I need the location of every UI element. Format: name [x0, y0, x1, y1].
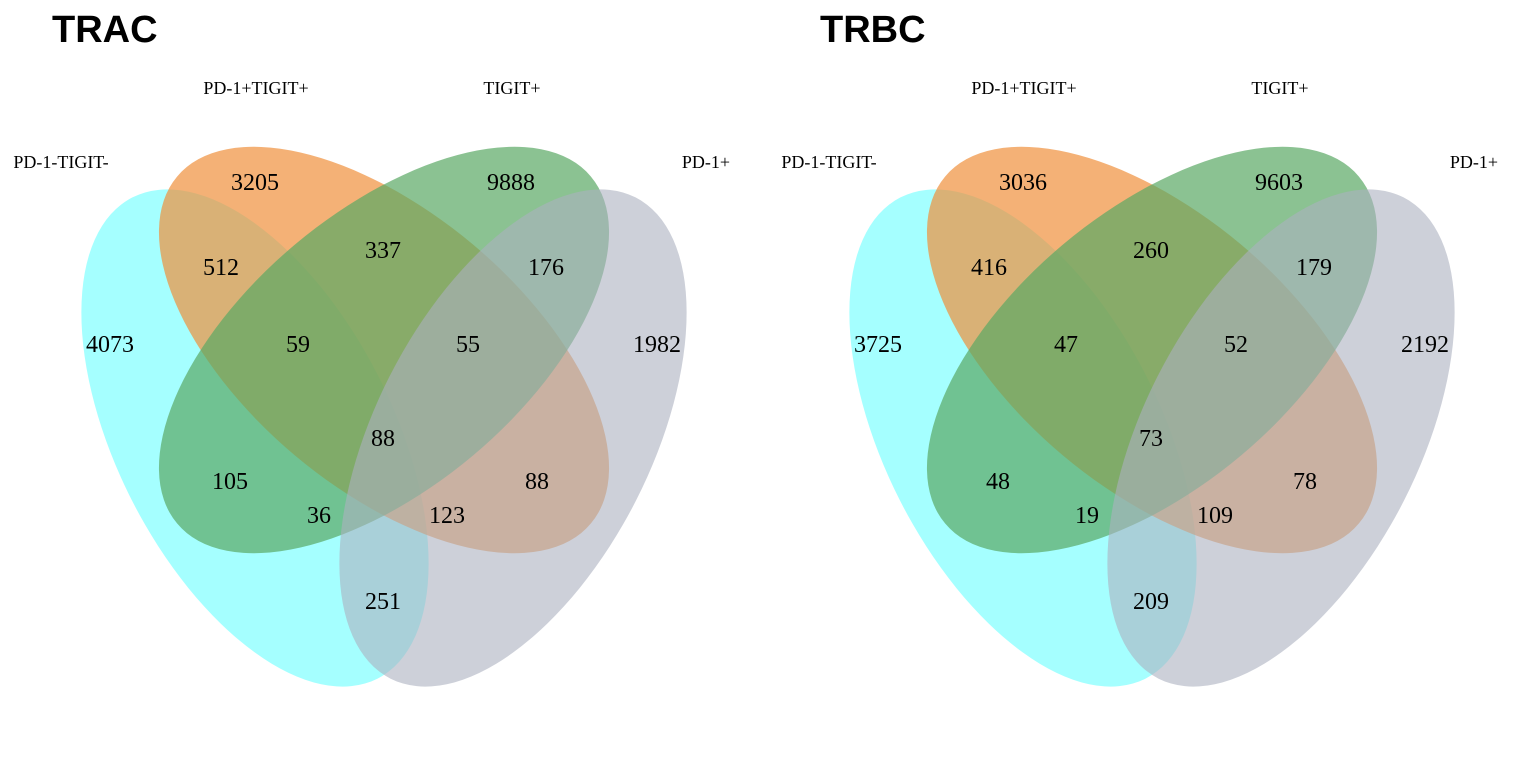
count-green-gray: 179: [1296, 255, 1332, 281]
count-orange-green-gray: 55: [456, 332, 480, 358]
count-orange-green-gray: 52: [1224, 332, 1248, 358]
set-label-pd1-tigit-neg: PD-1-TIGIT-: [13, 152, 108, 172]
count-cyan-orange-green: 47: [1054, 332, 1078, 358]
set-label-tigit-pos: TIGIT+: [483, 78, 540, 98]
count-cyan-only: 3725: [854, 332, 902, 358]
count-green-only: 9603: [1255, 170, 1303, 196]
count-cyan-gray: 251: [365, 589, 401, 615]
count-gray-only: 1982: [633, 332, 681, 358]
count-cyan-green: 105: [212, 469, 248, 495]
count-cyan-orange-gray: 123: [429, 503, 465, 529]
panel-title: TRAC: [52, 9, 158, 51]
set-label-pd1-tigit-pos: PD-1+TIGIT+: [203, 78, 308, 98]
set-ellipse-gray: [339, 189, 687, 687]
set-ellipse-gray: [1107, 189, 1455, 687]
count-all-four: 73: [1139, 426, 1163, 452]
count-cyan-gray: 209: [1133, 589, 1169, 615]
count-cyan-green-gray: 36: [307, 503, 331, 529]
count-orange-green: 337: [365, 238, 401, 264]
count-cyan-only: 4073: [86, 332, 134, 358]
set-label-pd1-tigit-neg: PD-1-TIGIT-: [781, 152, 876, 172]
count-orange-green: 260: [1133, 238, 1169, 264]
set-label-pd1-pos: PD-1+: [682, 152, 730, 172]
venn-panel-trac: TRAC PD-1-TIGIT- PD-1+TIGIT+ TIGIT+ PD-1…: [13, 9, 730, 687]
count-cyan-green: 48: [986, 469, 1010, 495]
count-cyan-green-gray: 19: [1075, 503, 1099, 529]
count-green-only: 9888: [487, 170, 535, 196]
set-label-pd1-pos: PD-1+: [1450, 152, 1498, 172]
count-orange-only: 3036: [999, 170, 1047, 196]
count-gray-only: 2192: [1401, 332, 1449, 358]
set-label-pd1-tigit-pos: PD-1+TIGIT+: [971, 78, 1076, 98]
venn-panel-trbc: TRBC PD-1-TIGIT- PD-1+TIGIT+ TIGIT+ PD-1…: [781, 9, 1498, 687]
count-cyan-orange: 416: [971, 255, 1007, 281]
count-orange-gray: 88: [525, 469, 549, 495]
count-all-four: 88: [371, 426, 395, 452]
count-orange-gray: 78: [1293, 469, 1317, 495]
count-cyan-orange-gray: 109: [1197, 503, 1233, 529]
count-cyan-orange-green: 59: [286, 332, 310, 358]
count-orange-only: 3205: [231, 170, 279, 196]
count-cyan-orange: 512: [203, 255, 239, 281]
panel-title: TRBC: [820, 9, 926, 51]
count-green-gray: 176: [528, 255, 564, 281]
set-label-tigit-pos: TIGIT+: [1251, 78, 1308, 98]
